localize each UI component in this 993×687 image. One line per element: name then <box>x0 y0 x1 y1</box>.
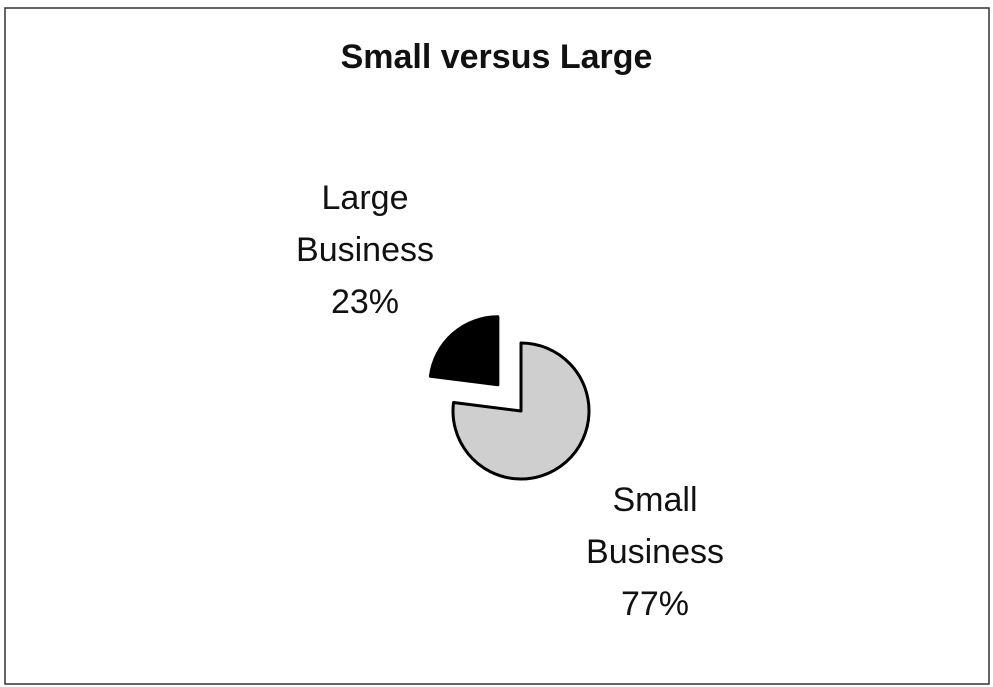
category-label: Small Business <box>586 481 724 571</box>
value-label: 23% <box>330 283 400 321</box>
value-label: 77% <box>620 585 690 623</box>
pie <box>428 315 591 481</box>
frame <box>4 7 990 685</box>
chart-title: Small versus Large <box>340 38 653 76</box>
slice-label: Large Business 23% <box>265 172 465 328</box>
slice-label: Small Business 77% <box>555 474 755 630</box>
category-label: Large Business <box>296 179 434 269</box>
pie-slice <box>451 341 591 481</box>
pie-slice <box>428 315 500 387</box>
